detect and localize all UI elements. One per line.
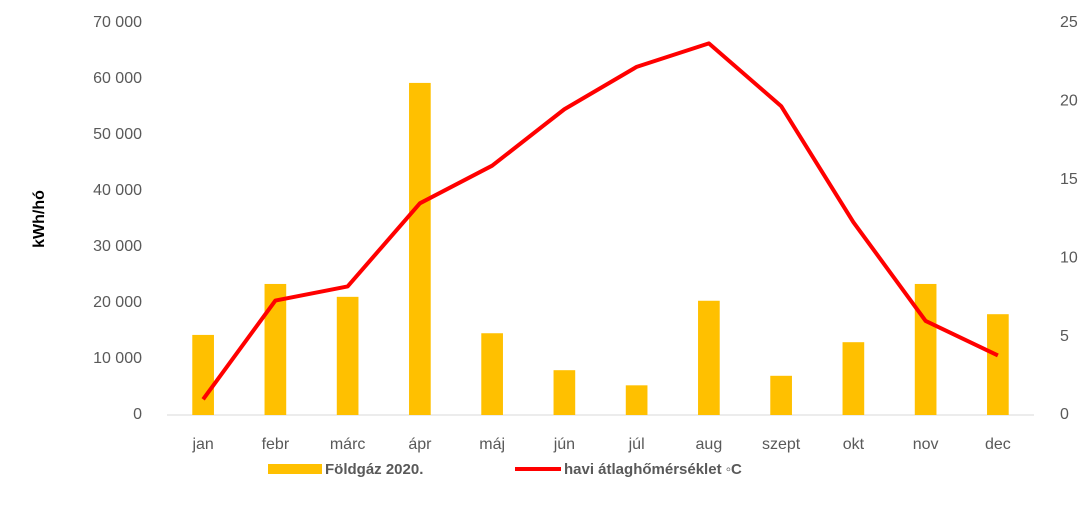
x-tick-label: aug <box>696 436 723 453</box>
x-tick-label: okt <box>843 436 865 453</box>
line <box>201 41 999 401</box>
legend-swatch <box>268 464 322 474</box>
bar <box>770 375 792 415</box>
bar <box>336 296 359 415</box>
bar <box>553 370 576 415</box>
bar <box>698 300 720 415</box>
x-tick-label: dec <box>985 436 1011 453</box>
x-tick-label: jún <box>553 436 575 453</box>
y2-tick-label: 0 <box>1060 406 1069 423</box>
y-tick-label: 60 000 <box>93 70 142 87</box>
y-tick-label: 20 000 <box>93 294 142 311</box>
x-tick-label: máj <box>479 436 505 453</box>
bar <box>987 314 1009 415</box>
x-tick-label: márc <box>330 436 366 453</box>
legend-label: havi átlaghőmérséklet ◦C <box>564 461 742 478</box>
y2-tick-label: 25 <box>1060 14 1078 31</box>
y-axis-label: kWh/hó <box>31 190 48 248</box>
y-tick-label: 10 000 <box>93 350 142 367</box>
bar <box>192 334 214 415</box>
bar <box>264 283 287 415</box>
bar <box>625 385 648 415</box>
bar <box>914 283 937 415</box>
bar <box>481 333 503 415</box>
y2-tick-label: 5 <box>1060 328 1069 345</box>
x-tick-label: szept <box>762 436 801 453</box>
y-tick-label: 50 000 <box>93 126 142 143</box>
x-tick-label: júl <box>628 436 645 453</box>
bar <box>842 342 865 415</box>
x-tick-label: jan <box>191 436 213 453</box>
legend-label: Földgáz 2020. <box>325 461 423 478</box>
y2-tick-label: 10 <box>1060 249 1078 266</box>
x-tick-label: febr <box>262 436 290 453</box>
y-tick-label: 40 000 <box>93 182 142 199</box>
y2-tick-label: 15 <box>1060 171 1078 188</box>
y-tick-label: 0 <box>133 406 142 423</box>
y-tick-label: 70 000 <box>93 14 142 31</box>
bar <box>409 82 431 416</box>
x-tick-label: ápr <box>408 436 432 453</box>
x-tick-label: nov <box>913 436 939 453</box>
y-tick-label: 30 000 <box>93 238 142 255</box>
y2-tick-label: 20 <box>1060 93 1078 110</box>
